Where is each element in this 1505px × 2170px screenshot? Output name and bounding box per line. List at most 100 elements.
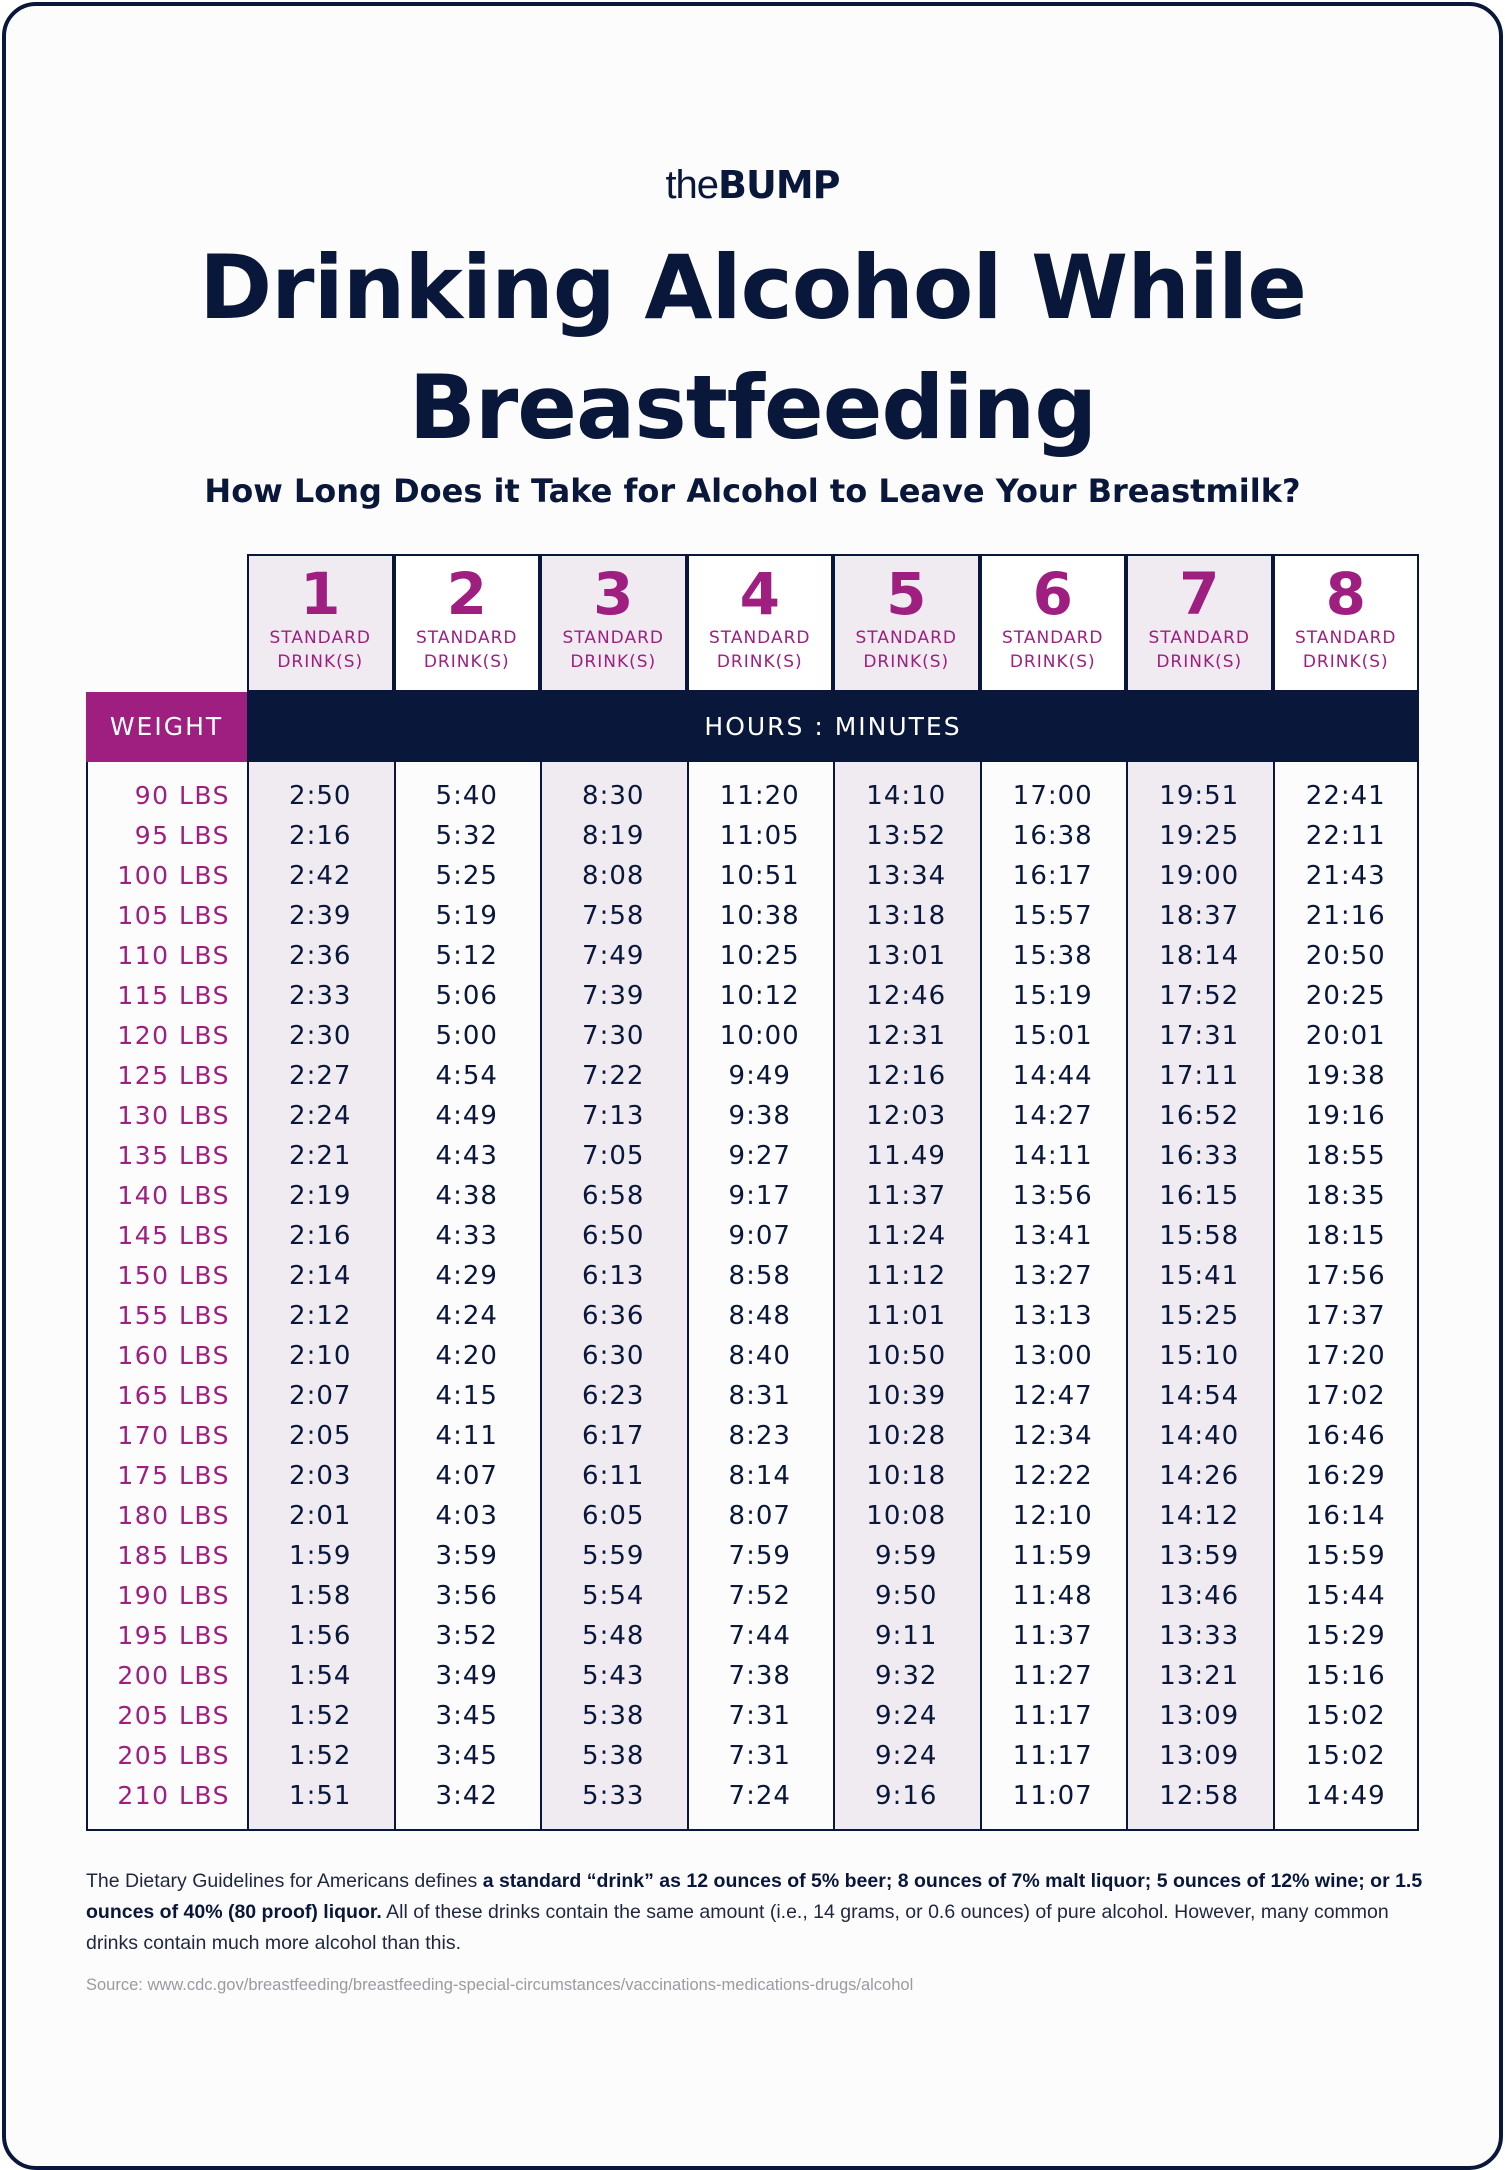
time-cell: 8:31 — [728, 1381, 791, 1411]
time-cell: 8:08 — [582, 861, 645, 891]
table-row: 135 LBS 2:21 4:43 7:05 9:27 11.49 14:11 16:33 18… — [88, 1136, 1419, 1176]
drink-number: 4 — [739, 560, 780, 628]
column-background — [979, 762, 1127, 1829]
time-cell: 18:14 — [1159, 941, 1240, 971]
time-cell: 4:03 — [435, 1501, 498, 1531]
weight-cell: 95 LBS — [134, 821, 230, 850]
time-cell: 6:50 — [582, 1221, 645, 1251]
time-cell: 7:38 — [728, 1661, 791, 1691]
time-cell: 6:17 — [582, 1421, 645, 1451]
hours-minutes-header: HOURS : MINUTES — [247, 692, 1419, 762]
time-cell: 15:58 — [1159, 1221, 1240, 1251]
time-cell: 2:12 — [289, 1301, 352, 1331]
the-bump-logo: theBUMP — [0, 162, 1505, 208]
time-cell: 2:21 — [289, 1141, 352, 1171]
weight-cell: 115 LBS — [117, 981, 230, 1010]
time-cell: 11:37 — [1012, 1621, 1093, 1651]
weight-cell: 175 LBS — [117, 1461, 230, 1490]
footnote: The Dietary Guidelines for Americans def… — [86, 1866, 1426, 1959]
time-cell: 7:24 — [728, 1781, 791, 1811]
time-cell: 13:52 — [866, 821, 947, 851]
footnote-intro: The Dietary Guidelines for Americans def… — [86, 1870, 483, 1892]
time-cell: 15:02 — [1305, 1701, 1386, 1731]
time-cell: 2:50 — [289, 781, 352, 811]
time-cell: 14:11 — [1012, 1141, 1093, 1171]
time-cell: 17:31 — [1159, 1021, 1240, 1051]
time-cell: 10:50 — [866, 1341, 947, 1371]
time-cell: 13:01 — [866, 941, 947, 971]
time-cell: 5:12 — [435, 941, 498, 971]
time-cell: 5:59 — [582, 1541, 645, 1571]
time-cell: 13:41 — [1012, 1221, 1093, 1251]
time-cell: 16:29 — [1305, 1461, 1386, 1491]
weight-cell: 165 LBS — [117, 1381, 230, 1410]
time-cell: 15:16 — [1305, 1661, 1386, 1691]
time-cell: 1:52 — [289, 1701, 352, 1731]
drink-label: STANDARD DRINK(S) — [855, 628, 958, 672]
drink-number: 6 — [1032, 560, 1073, 628]
time-cell: 8:30 — [582, 781, 645, 811]
time-cell: 3:45 — [435, 1741, 498, 1771]
column-background — [1272, 762, 1420, 1829]
column-background — [686, 762, 834, 1829]
weight-cell: 110 LBS — [117, 941, 230, 970]
time-cell: 12:10 — [1012, 1501, 1093, 1531]
weight-cell: 135 LBS — [117, 1141, 230, 1170]
time-cell: 19:38 — [1305, 1061, 1386, 1091]
time-cell: 22:11 — [1305, 821, 1386, 851]
time-cell: 2:01 — [289, 1501, 352, 1531]
weight-cell: 170 LBS — [117, 1421, 230, 1450]
time-cell: 19:51 — [1159, 781, 1240, 811]
time-cell: 16:46 — [1305, 1421, 1386, 1451]
column-background — [540, 762, 687, 1829]
time-cell: 11:37 — [866, 1181, 947, 1211]
table-row: 125 LBS 2:27 4:54 7:22 9:49 12:16 14:44 17:11 19… — [88, 1056, 1419, 1096]
drink-count-headers: 1 STANDARD DRINK(S) 2 STANDARD DRINK(S) 3 STA… — [247, 554, 1419, 692]
time-cell: 7:52 — [728, 1581, 791, 1611]
table-row: 185 LBS 1:59 3:59 5:59 7:59 9:59 11:59 13:59 15:… — [88, 1536, 1419, 1576]
table-row: 140 LBS 2:19 4:38 6:58 9:17 11:37 13:56 16:15 18… — [88, 1176, 1419, 1216]
time-cell: 14:10 — [866, 781, 947, 811]
time-cell: 18:15 — [1305, 1221, 1386, 1251]
time-cell: 18:37 — [1159, 901, 1240, 931]
time-cell: 10:39 — [866, 1381, 947, 1411]
drink-number: 3 — [593, 560, 634, 628]
time-cell: 15:19 — [1012, 981, 1093, 1011]
time-cell: 12:16 — [866, 1061, 947, 1091]
time-cell: 2:16 — [289, 1221, 352, 1251]
time-cell: 1:52 — [289, 1741, 352, 1771]
time-cell: 8:07 — [728, 1501, 791, 1531]
drink-header-3: 3 STANDARD DRINK(S) — [540, 554, 687, 692]
time-cell: 5:54 — [582, 1581, 645, 1611]
weight-cell: 105 LBS — [117, 901, 230, 930]
weight-cell: 125 LBS — [117, 1061, 230, 1090]
drink-header-6: 6 STANDARD DRINK(S) — [979, 554, 1126, 692]
time-cell: 7:59 — [728, 1541, 791, 1571]
time-cell: 7:44 — [728, 1621, 791, 1651]
table-row: 115 LBS 2:33 5:06 7:39 10:12 12:46 15:19 17:52 2… — [88, 976, 1419, 1016]
drink-number: 7 — [1179, 560, 1220, 628]
time-cell: 4:43 — [435, 1141, 498, 1171]
time-cell: 11:17 — [1012, 1741, 1093, 1771]
weight-cell: 145 LBS — [117, 1221, 230, 1250]
table-row: 205 LBS 1:52 3:45 5:38 7:31 9:24 11:17 13:09 15:… — [88, 1696, 1419, 1736]
footnote-rest: All of these drinks contain the same amo… — [86, 1901, 1389, 1954]
time-cell: 15:10 — [1159, 1341, 1240, 1371]
weight-column-header: WEIGHT — [86, 692, 247, 762]
time-cell: 4:54 — [435, 1061, 498, 1091]
time-cell: 9:11 — [875, 1621, 938, 1651]
time-cell: 5:38 — [582, 1701, 645, 1731]
time-cell: 13:27 — [1012, 1261, 1093, 1291]
time-cell: 15:44 — [1305, 1581, 1386, 1611]
time-cell: 11:17 — [1012, 1701, 1093, 1731]
time-cell: 13:46 — [1159, 1581, 1240, 1611]
table-row: 165 LBS 2:07 4:15 6:23 8:31 10:39 12:47 14:54 17… — [88, 1376, 1419, 1416]
page-title: Drinking Alcohol While Breastfeeding — [199, 236, 1307, 459]
time-cell: 5:25 — [435, 861, 498, 891]
time-cell: 8:23 — [728, 1421, 791, 1451]
time-cell: 8:40 — [728, 1341, 791, 1371]
time-cell: 2:10 — [289, 1341, 352, 1371]
time-cell: 8:58 — [728, 1261, 791, 1291]
time-cell: 17:00 — [1012, 781, 1093, 811]
time-cell: 1:59 — [289, 1541, 352, 1571]
